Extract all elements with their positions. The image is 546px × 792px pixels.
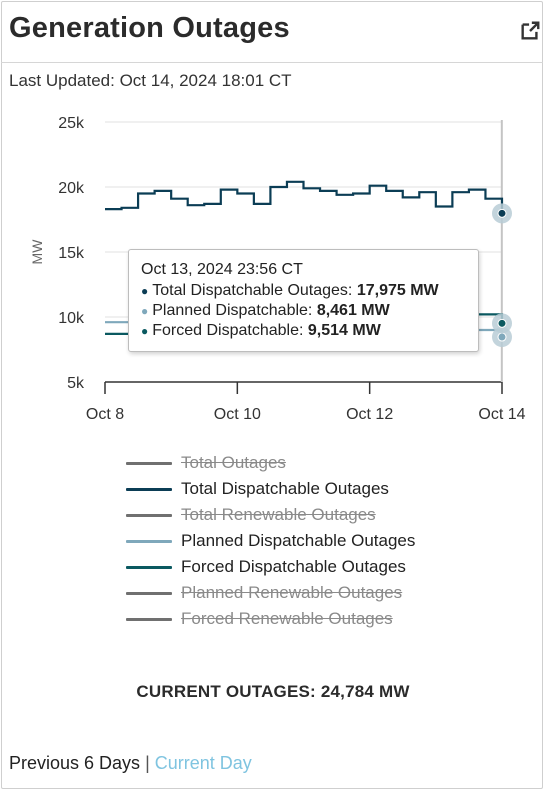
current-outages: CURRENT OUTAGES: 24,784 MW	[136, 682, 410, 701]
x-tick-label: Oct 12	[346, 406, 393, 423]
chart-legend: Total Outages Total Dispatchable Outages…	[126, 450, 415, 632]
data-point-marker	[497, 208, 507, 218]
legend-swatch	[126, 591, 172, 595]
legend-item-forced-dispatchable[interactable]: Forced Dispatchable Outages	[126, 554, 415, 580]
tooltip-dot-planned: ●	[141, 304, 149, 318]
current-day-link[interactable]: Current Day	[154, 753, 252, 773]
x-tick-label: Oct 8	[86, 406, 124, 423]
chart-tooltip: Oct 13, 2024 23:56 CT ● Total Dispatchabl…	[128, 249, 479, 352]
tooltip-row-total: ● Total Dispatchable Outages: 17,975 MW	[141, 281, 466, 301]
header-divider	[1, 62, 543, 63]
legend-item-forced-renewable[interactable]: Forced Renewable Outages	[126, 606, 415, 632]
data-point-marker	[497, 332, 507, 342]
external-link-icon[interactable]	[519, 20, 541, 42]
page-title: Generation Outages	[9, 12, 290, 44]
tooltip-label-planned: Planned Dispatchable:	[152, 302, 313, 319]
y-tick-label: 20k	[58, 180, 85, 197]
legend-label: Total Outages	[181, 453, 286, 472]
legend-swatch	[126, 487, 172, 491]
series-total-dispatchable	[105, 180, 504, 214]
legend-label: Total Renewable Outages	[181, 505, 376, 524]
last-updated: Last Updated: Oct 14, 2024 18:01 CT	[9, 71, 292, 90]
data-point-marker	[497, 318, 507, 328]
y-tick-label: 25k	[58, 115, 85, 132]
y-tick-label: 10k	[58, 310, 85, 327]
tooltip-row-forced: ● Forced Dispatchable: 9,514 MW	[141, 321, 466, 341]
legend-item-planned-dispatchable[interactable]: Planned Dispatchable Outages	[126, 528, 415, 554]
range-nav: Previous 6 Days | Current Day	[9, 753, 252, 774]
tooltip-dot-forced: ●	[141, 324, 149, 338]
legend-item-total-outages[interactable]: Total Outages	[126, 450, 415, 476]
y-tick-label: 15k	[58, 245, 85, 262]
legend-label: Forced Renewable Outages	[181, 609, 393, 628]
x-tick-label: Oct 14	[478, 406, 525, 423]
legend-label: Total Dispatchable Outages	[181, 479, 389, 498]
legend-swatch	[126, 617, 172, 621]
previous-6-days-link[interactable]: Previous 6 Days	[9, 753, 141, 773]
legend-item-total-dispatchable[interactable]: Total Dispatchable Outages	[126, 476, 415, 502]
tooltip-value-planned: 8,461 MW	[316, 302, 390, 319]
legend-swatch	[126, 461, 172, 465]
tooltip-value-forced: 9,514 MW	[307, 322, 381, 339]
range-separator: |	[145, 753, 150, 773]
y-axis-label: MW	[29, 239, 45, 265]
legend-label: Forced Dispatchable Outages	[181, 557, 406, 576]
tooltip-label-forced: Forced Dispatchable:	[152, 322, 304, 339]
tooltip-value-total: 17,975 MW	[356, 282, 439, 299]
legend-swatch	[126, 513, 172, 517]
tooltip-label-total: Total Dispatchable Outages:	[152, 282, 353, 299]
legend-swatch	[126, 539, 172, 543]
legend-label: Planned Dispatchable Outages	[181, 531, 416, 550]
legend-swatch	[126, 565, 172, 569]
y-tick-label: 5k	[67, 375, 85, 392]
tooltip-row-planned: ● Planned Dispatchable: 8,461 MW	[141, 301, 466, 321]
x-tick-label: Oct 10	[214, 406, 261, 423]
tooltip-date: Oct 13, 2024 23:56 CT	[141, 261, 303, 278]
legend-item-total-renewable[interactable]: Total Renewable Outages	[126, 502, 415, 528]
legend-item-planned-renewable[interactable]: Planned Renewable Outages	[126, 580, 415, 606]
tooltip-dot-total: ●	[141, 284, 149, 298]
legend-label: Planned Renewable Outages	[181, 583, 403, 602]
